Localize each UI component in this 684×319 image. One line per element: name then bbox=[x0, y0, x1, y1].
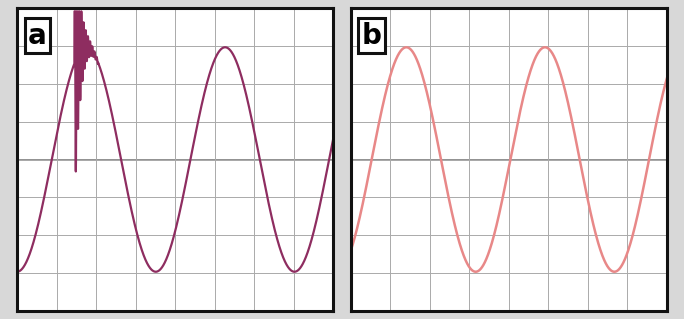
Text: a: a bbox=[28, 22, 47, 50]
Text: b: b bbox=[362, 22, 382, 50]
